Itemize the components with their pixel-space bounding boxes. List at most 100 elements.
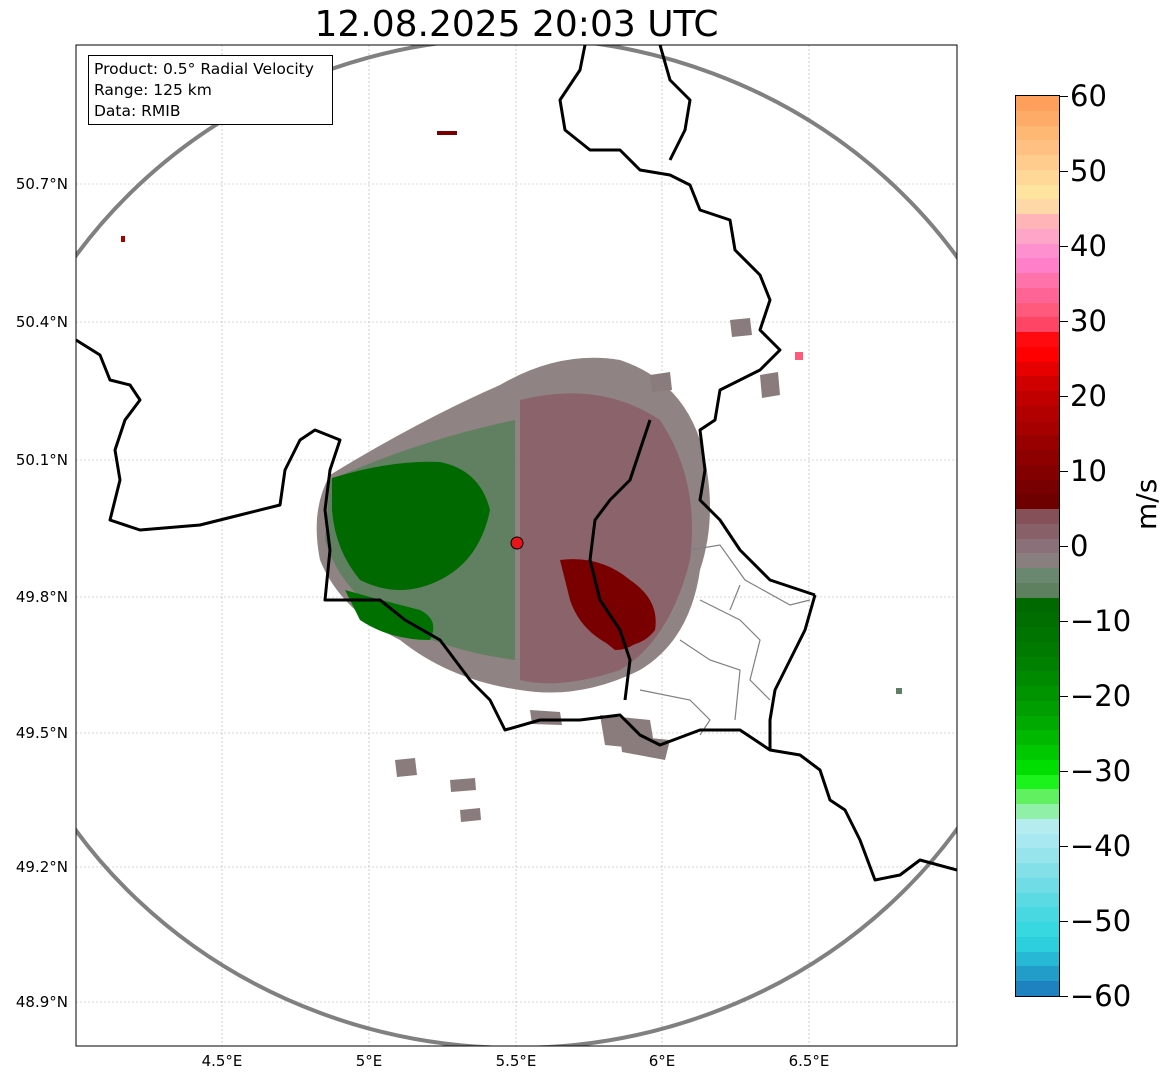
- colorbar-segment: [1016, 421, 1059, 435]
- colorbar-segment: [1016, 642, 1059, 657]
- colorbar-tick-label: −60: [1070, 979, 1132, 1013]
- border-lux-east: [768, 594, 817, 750]
- colorbar-tick-mark: [1060, 171, 1068, 172]
- y-tick-label: 49.2°N: [16, 858, 68, 876]
- colorbar-tick-label: −50: [1070, 904, 1132, 938]
- y-tick-label: 50.4°N: [16, 313, 68, 331]
- echo-negative-core-2: [345, 590, 434, 640]
- colorbar-segment: [1016, 893, 1059, 907]
- colorbar-segment: [1016, 553, 1059, 568]
- velocity-echoes: [121, 131, 902, 822]
- x-tick-label: 4.5°E: [202, 1052, 243, 1070]
- y-tick-label: 49.8°N: [16, 588, 68, 606]
- colorbar-segment: [1016, 922, 1059, 937]
- colorbar-segment: [1016, 745, 1059, 760]
- product-label: Product: 0.5° Radial Velocity: [94, 60, 314, 78]
- colorbar-segment: [1016, 391, 1059, 406]
- radar-site-marker[interactable]: [510, 536, 524, 550]
- colorbar-segment: [1016, 657, 1059, 671]
- colorbar-segment: [1016, 126, 1059, 140]
- data-source-label: Data: RMIB: [94, 102, 181, 120]
- colorbar-segment: [1016, 111, 1059, 126]
- colorbar-segment: [1016, 96, 1059, 111]
- colorbar-tick-label: 20: [1070, 379, 1107, 413]
- x-tick-label: 5.5°E: [496, 1052, 537, 1070]
- colorbar-tick-label: −10: [1070, 604, 1132, 638]
- colorbar-segment: [1016, 362, 1059, 376]
- colorbar-tick-label: 50: [1070, 154, 1107, 188]
- colorbar-segment: [1016, 701, 1059, 716]
- y-tick-label: 50.1°N: [16, 451, 68, 469]
- x-tick-label: 6.5°E: [789, 1052, 830, 1070]
- colorbar-tick-mark: [1060, 246, 1068, 247]
- colorbar-tick-label: −20: [1070, 679, 1132, 713]
- colorbar-unit: m/s: [1130, 478, 1163, 530]
- colorbar-segment: [1016, 966, 1059, 981]
- echo-southwest-fragments: [395, 758, 481, 822]
- colorbar-segment: [1016, 199, 1059, 214]
- colorbar-segment: [1016, 332, 1059, 347]
- echo-south-fragments: [530, 710, 670, 760]
- colorbar-tick-mark: [1060, 321, 1068, 322]
- colorbar-segment: [1016, 730, 1059, 745]
- colorbar-segment: [1016, 494, 1059, 509]
- colorbar-tick-mark: [1060, 396, 1068, 397]
- border-north: [558, 45, 816, 597]
- colorbar-tick-mark: [1060, 771, 1068, 772]
- colorbar-tick-label: 30: [1070, 304, 1107, 338]
- x-tick-label: 6°E: [649, 1052, 676, 1070]
- colorbar-segment: [1016, 937, 1059, 952]
- border-west: [76, 338, 957, 882]
- colorbar-segment: [1016, 229, 1059, 244]
- y-tick-label: 48.9°N: [16, 993, 68, 1011]
- colorbar-segment: [1016, 509, 1059, 524]
- echo-northeast-fragments: [650, 318, 780, 398]
- y-tick-label: 50.7°N: [16, 175, 68, 193]
- colorbar-tick-label: 0: [1070, 529, 1089, 563]
- echo-speck: [121, 236, 125, 242]
- colorbar-tick-label: 10: [1070, 454, 1107, 488]
- border-lux-west: [588, 419, 652, 701]
- colorbar-segment: [1016, 317, 1059, 332]
- colorbar-segment: [1016, 539, 1059, 553]
- colorbar-segment: [1016, 819, 1059, 834]
- colorbar-segment: [1016, 716, 1059, 730]
- colorbar-segment: [1016, 465, 1059, 480]
- colorbar-segment: [1016, 671, 1059, 686]
- colorbar-segment: [1016, 568, 1059, 583]
- colorbar-tick-label: 40: [1070, 229, 1107, 263]
- colorbar-segment: [1016, 524, 1059, 539]
- border-northeast: [658, 45, 692, 161]
- colorbar-segment: [1016, 878, 1059, 893]
- colorbar-segment: [1016, 789, 1059, 804]
- colorbar-tick-mark: [1060, 471, 1068, 472]
- colorbar-tick-label: −30: [1070, 754, 1132, 788]
- colorbar-segment: [1016, 480, 1059, 494]
- echo-speck: [896, 688, 902, 694]
- colorbar-segment: [1016, 598, 1059, 612]
- echo-speck: [795, 352, 803, 360]
- colorbar-segment: [1016, 775, 1059, 789]
- colorbar-segment: [1016, 244, 1059, 258]
- y-axis-ticks: 50.7°N 50.4°N 50.1°N 49.8°N 49.5°N 49.2°…: [16, 175, 68, 1011]
- colorbar-segment: [1016, 140, 1059, 155]
- colorbar-segment: [1016, 170, 1059, 185]
- colorbar-segment: [1016, 303, 1059, 317]
- colorbar-tick-mark: [1060, 846, 1068, 847]
- colorbar-segment: [1016, 155, 1059, 170]
- colorbar-segment: [1016, 952, 1059, 966]
- colorbar-tick-label: 60: [1070, 79, 1107, 113]
- colorbar-segment: [1016, 804, 1059, 819]
- colorbar-tick-mark: [1060, 996, 1068, 997]
- colorbar-segment: [1016, 258, 1059, 273]
- country-borders: [76, 45, 957, 882]
- colorbar-tick-mark: [1060, 696, 1068, 697]
- echo-speck: [437, 131, 457, 135]
- region-boundaries: [639, 544, 811, 736]
- colorbar-tick-mark: [1060, 96, 1068, 97]
- range-label: Range: 125 km: [94, 81, 212, 99]
- colorbar-segment: [1016, 848, 1059, 863]
- product-info-box: Product: 0.5° Radial Velocity Range: 125…: [88, 55, 333, 125]
- colorbar-segment: [1016, 627, 1059, 642]
